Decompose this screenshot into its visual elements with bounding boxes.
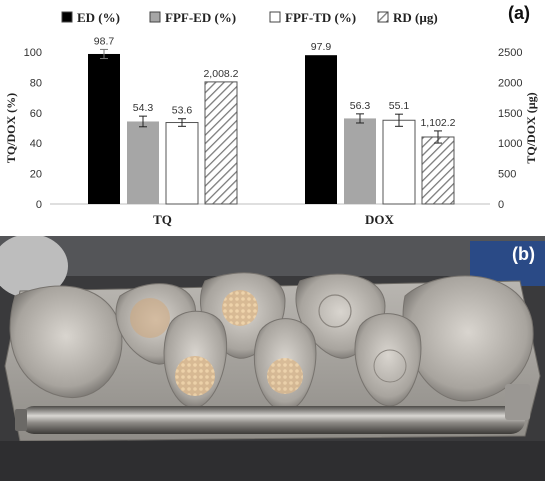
legend-label-1: FPF-ED (%): [165, 10, 236, 25]
legend-swatch-3: [377, 11, 389, 23]
y-right-tick-label: 1000: [498, 138, 522, 150]
bar-chart: (a) ED (%) FPF-ED (%) FPF-TD (%) RD (µg) 0 2…: [4, 3, 538, 227]
bar-dox-3: [421, 136, 455, 205]
y-right-tick-label: 0: [498, 199, 504, 211]
y-right-tick-label: 2000: [498, 77, 522, 89]
device-photo-illustration: [0, 236, 545, 481]
x-category-label: DOX: [365, 212, 395, 227]
data-label: 2,008.2: [203, 68, 238, 80]
chart-panel: (a) ED (%) FPF-ED (%) FPF-TD (%) RD (µg) 0 2…: [0, 0, 545, 232]
y-left-tick-label: 60: [30, 108, 42, 120]
data-label: 97.9: [311, 41, 332, 53]
chart-legend: ED (%) FPF-ED (%) FPF-TD (%) RD (µg): [61, 10, 438, 25]
panel-a-label: (a): [508, 3, 530, 23]
y-left-axis-title: TQ/DOX (%): [4, 93, 18, 163]
y-right-tick-label: 500: [498, 169, 516, 181]
chart-bars: [88, 48, 455, 205]
bar-tq-3: [204, 81, 238, 205]
data-label: 56.3: [350, 100, 371, 112]
y-right-axis-title: TQ/DOX (µg): [524, 92, 538, 163]
y-left-tick-label: 40: [30, 138, 42, 150]
bar-tq-2: [165, 122, 199, 205]
data-label: 55.1: [389, 100, 410, 112]
y-right-tick-label: 1500: [498, 108, 522, 120]
x-category-label: TQ: [153, 212, 172, 227]
bar-dox-0: [305, 55, 337, 204]
bar-dox-2: [382, 119, 416, 205]
bar-dox-1: [344, 118, 376, 204]
y-left-tick-label: 0: [36, 199, 42, 211]
y-left-tick-label: 100: [24, 47, 42, 59]
bar-tq-1: [127, 121, 159, 204]
legend-label-2: FPF-TD (%): [285, 10, 356, 25]
data-label: 54.3: [133, 102, 154, 114]
y-left-tick-label: 80: [30, 77, 42, 89]
data-label: 98.7: [94, 35, 115, 47]
legend-swatch-2: [269, 11, 281, 23]
legend-swatch-1: [149, 11, 161, 23]
data-label: 53.6: [172, 105, 193, 117]
bar-tq-0: [88, 53, 120, 205]
data-label: 1,102.2: [420, 117, 455, 129]
panel-b-label: (b): [512, 244, 535, 264]
legend-swatch-0: [61, 11, 73, 23]
device-photo: (b): [0, 236, 545, 481]
chart-data-labels: 98.7 54.3 53.6 2,008.2 97.9 56.3 55.1 1,102.2: [94, 35, 456, 128]
y-left-tick-label: 20: [30, 169, 42, 181]
legend-label-0: ED (%): [77, 10, 120, 25]
y-right-tick-label: 2500: [498, 47, 522, 59]
legend-label-3: RD (µg): [393, 10, 438, 25]
